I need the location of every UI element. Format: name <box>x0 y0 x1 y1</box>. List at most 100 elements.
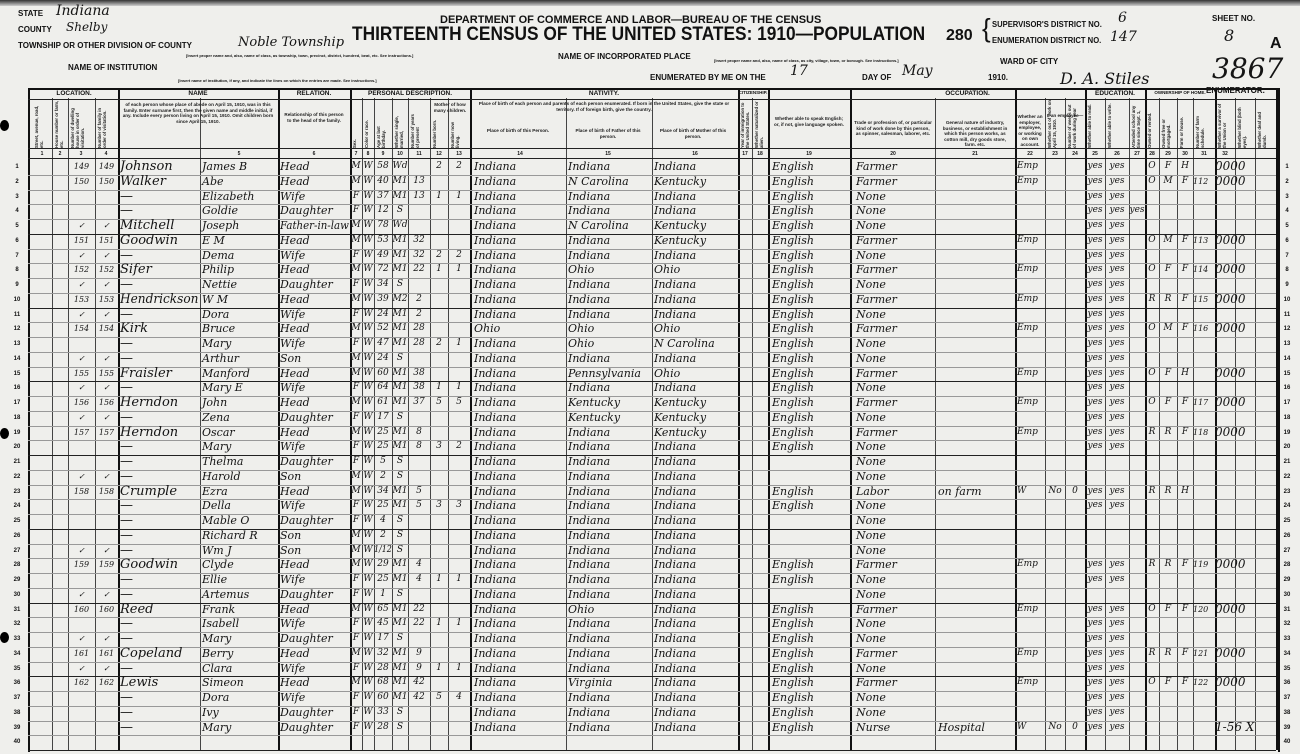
cell-sex: F <box>352 279 360 289</box>
cell-marital: M1 <box>392 574 408 584</box>
column-rule <box>448 98 449 750</box>
cell-tail <box>1215 661 1275 676</box>
cell-write: yes <box>1109 574 1125 584</box>
cell-years <box>408 454 430 469</box>
cell-given: John <box>202 396 228 409</box>
cell-write: yes <box>1109 338 1125 348</box>
cell-write: yes <box>1109 382 1125 393</box>
cell-tail <box>1215 203 1275 218</box>
cell-father: Indiana <box>568 455 611 468</box>
cell-owned: O <box>1148 161 1156 171</box>
cell-father: Indiana <box>568 705 611 719</box>
cell-living: 1 <box>456 382 462 393</box>
cell-surname: — <box>120 660 133 676</box>
cell-trade: None <box>856 307 886 321</box>
cell-years: 13 <box>413 190 425 201</box>
cell-write: yes <box>1109 485 1125 496</box>
cell-given: E M <box>202 233 225 247</box>
cell-out <box>1045 321 1065 336</box>
cell-language: English <box>772 248 814 262</box>
cell-family: 151 <box>98 235 115 245</box>
cell-school <box>1129 734 1145 749</box>
cell-read: yes <box>1087 426 1103 437</box>
cell-dwelling <box>68 690 95 705</box>
column-header: Whether able to read. <box>1087 104 1092 148</box>
line-number: 36 <box>13 680 21 687</box>
cell-born <box>430 366 448 381</box>
cell-born <box>430 484 448 499</box>
cell-read: yes <box>1087 220 1103 230</box>
column-number: 18 <box>757 151 763 157</box>
line-number-right: 27 <box>1283 547 1291 554</box>
cell-free <box>1159 616 1177 631</box>
cell-owned <box>1145 439 1159 454</box>
cell-age: 47 <box>377 338 389 348</box>
cell-out <box>1045 292 1065 307</box>
cell-father: Indiana <box>568 646 611 660</box>
cell-employer <box>1017 661 1045 676</box>
column-header: Farm or house. <box>1179 116 1184 148</box>
column-rule <box>200 98 201 750</box>
cell-free: F <box>1164 397 1172 407</box>
cell-schedule <box>1193 439 1215 454</box>
cell-farm: F <box>1181 559 1189 570</box>
cell-language <box>772 587 850 602</box>
cell-schedule <box>1193 351 1215 366</box>
group-ownership: Ownership of Home. <box>1154 90 1206 95</box>
row-rule <box>28 455 1276 456</box>
cell-age: 34 <box>377 485 389 496</box>
line-number: 31 <box>13 606 21 613</box>
column-rule <box>1215 88 1217 750</box>
year-label: 1910. <box>988 73 1009 82</box>
cell-birth: Indiana <box>474 632 517 645</box>
cell-employer <box>1017 528 1045 543</box>
cell-free <box>1159 705 1177 720</box>
column-number: 30 <box>1182 151 1188 157</box>
cell-living: 1 <box>456 190 462 201</box>
cell-employer: Emp <box>1017 647 1038 658</box>
cell-tail <box>1215 498 1275 513</box>
column-header: Attended school any time since Sept. 1, … <box>1131 105 1141 148</box>
cell-race: W <box>363 293 373 304</box>
cell-industry <box>938 292 1014 307</box>
cell-employer <box>1017 734 1045 749</box>
cell-industry <box>938 366 1014 381</box>
cell-industry <box>938 646 1014 661</box>
cell-tail: 0000 <box>1215 173 1246 188</box>
cell-marital: M1 <box>392 692 408 702</box>
group-location: Location. <box>56 90 92 97</box>
cell-relation: Daughter <box>280 587 333 601</box>
line-number-right: 29 <box>1283 577 1291 583</box>
cell-out <box>1045 395 1065 410</box>
cell-owned <box>1145 203 1159 218</box>
cell-school <box>1129 366 1145 381</box>
cell-out <box>1045 734 1065 749</box>
cell-dwelling: ✓ <box>78 471 85 481</box>
cell-father: Ohio <box>568 337 595 350</box>
cell-mother: Indiana <box>654 705 697 719</box>
line-number: 38 <box>13 709 21 716</box>
cell-birth: Indiana <box>474 646 517 660</box>
cell-employer <box>1017 690 1045 705</box>
row-rule <box>28 307 1276 309</box>
line-number: 16 <box>13 385 21 392</box>
cell-family <box>95 454 118 469</box>
cell-school <box>1129 380 1145 395</box>
cell-weeks <box>1065 631 1085 646</box>
cell-out <box>1045 602 1065 617</box>
cell-mother: Indiana <box>654 469 697 483</box>
cell-write: yes <box>1109 721 1125 732</box>
cell-marital: M1 <box>392 662 408 673</box>
cell-given: Manford <box>202 366 250 380</box>
cell-sex: M <box>351 559 361 570</box>
cell-farm <box>1177 277 1193 292</box>
cell-race: W <box>363 382 373 393</box>
group-relation: Relation. <box>296 90 332 97</box>
cell-schedule: 118 <box>1193 427 1209 437</box>
cell-mother: Indiana <box>654 499 697 513</box>
cell-trade: None <box>856 587 886 601</box>
cell-school <box>1129 557 1145 572</box>
line-number-right: 17 <box>1283 400 1291 406</box>
cell-living <box>448 218 470 233</box>
cell-language <box>772 543 850 558</box>
